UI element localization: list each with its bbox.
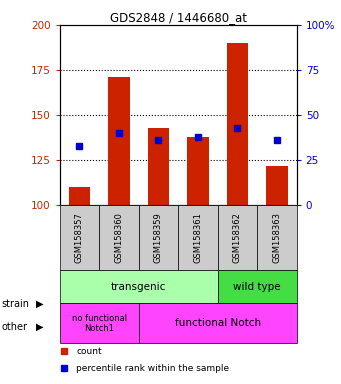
Bar — [187, 137, 209, 205]
Bar — [218, 205, 257, 270]
Bar — [178, 205, 218, 270]
Text: GSM158360: GSM158360 — [115, 212, 123, 263]
Text: functional Notch: functional Notch — [175, 318, 261, 328]
Bar — [108, 77, 130, 205]
Bar — [139, 205, 178, 270]
Bar — [148, 128, 169, 205]
Text: count: count — [76, 347, 102, 356]
Bar — [226, 43, 248, 205]
Text: GSM158362: GSM158362 — [233, 212, 242, 263]
Bar — [60, 205, 99, 270]
Text: GSM158359: GSM158359 — [154, 212, 163, 263]
Bar — [60, 303, 139, 343]
Bar — [69, 187, 90, 205]
Text: GSM158361: GSM158361 — [193, 212, 203, 263]
Bar — [218, 270, 297, 303]
Title: GDS2848 / 1446680_at: GDS2848 / 1446680_at — [110, 11, 247, 24]
Text: transgenic: transgenic — [111, 282, 166, 292]
Bar — [266, 166, 288, 205]
Bar — [257, 205, 297, 270]
Text: GSM158357: GSM158357 — [75, 212, 84, 263]
Text: ▶: ▶ — [36, 322, 43, 332]
Bar — [139, 303, 297, 343]
Bar — [99, 205, 139, 270]
Text: wild type: wild type — [233, 282, 281, 292]
Text: ▶: ▶ — [36, 299, 43, 309]
Text: GSM158363: GSM158363 — [272, 212, 281, 263]
Text: other: other — [2, 322, 28, 332]
Bar — [60, 270, 218, 303]
Text: no functional
Notch1: no functional Notch1 — [72, 314, 127, 333]
Text: percentile rank within the sample: percentile rank within the sample — [76, 364, 229, 373]
Text: strain: strain — [2, 299, 30, 309]
